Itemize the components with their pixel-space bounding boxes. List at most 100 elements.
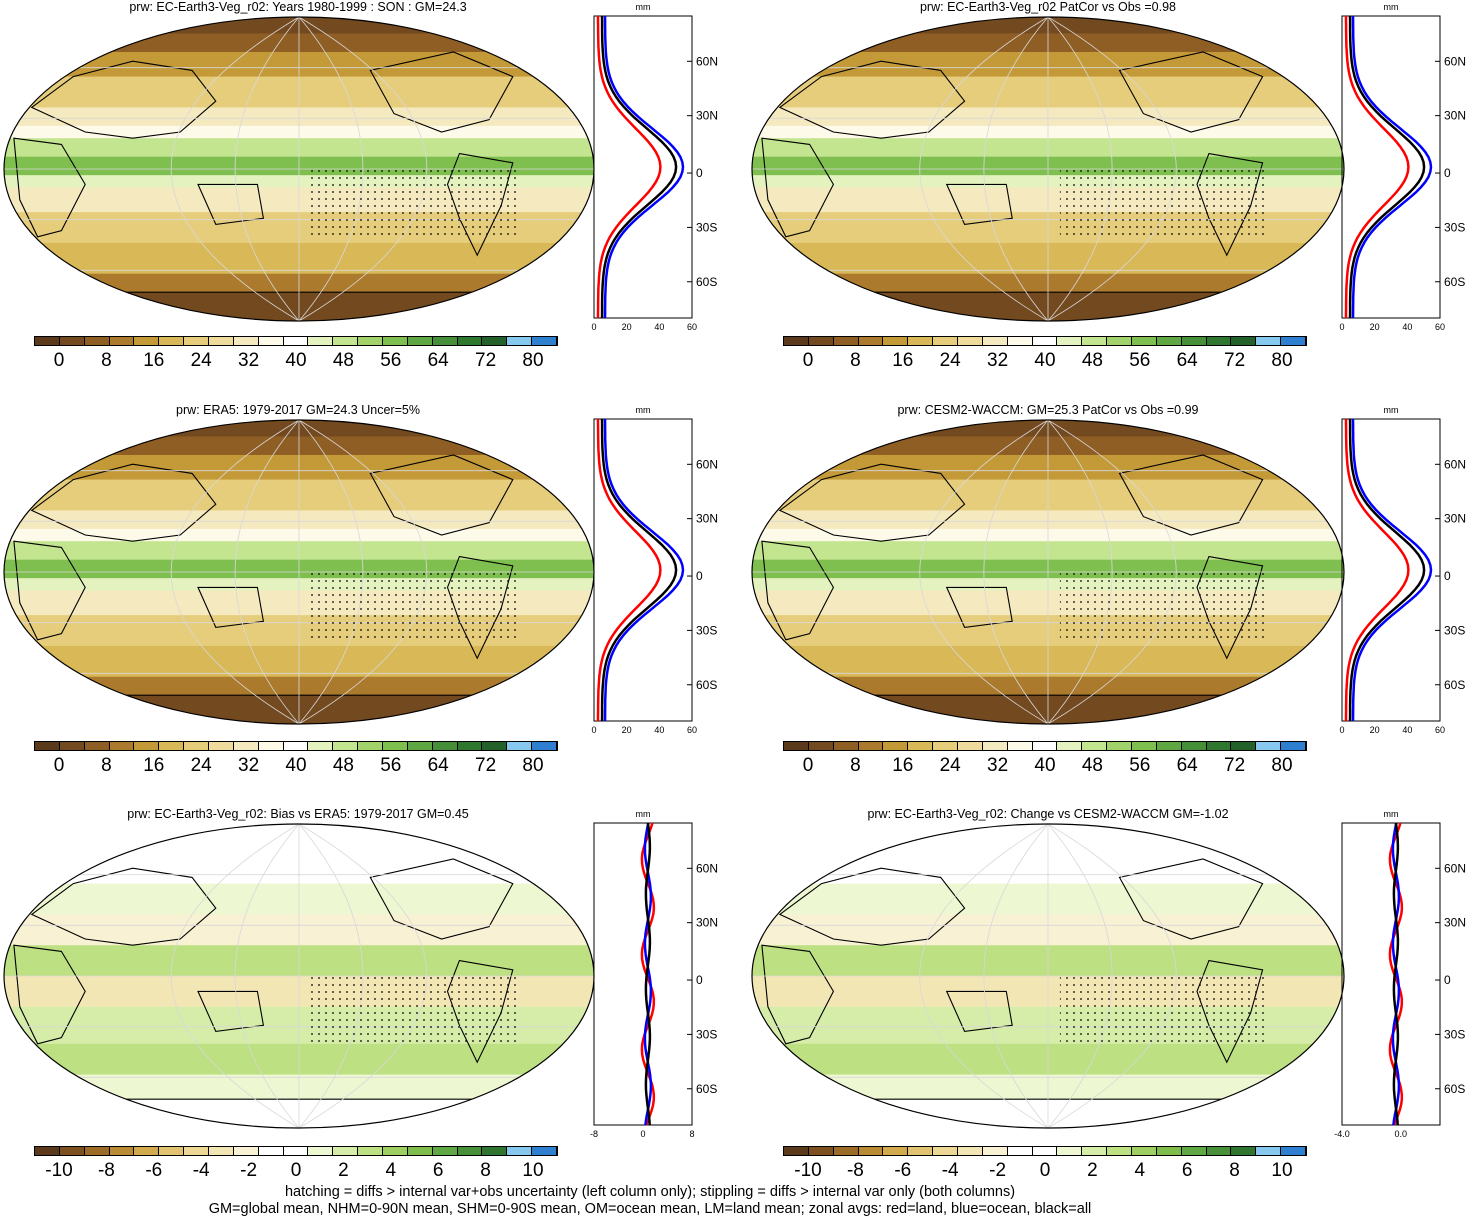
continent-outline [778,60,966,139]
colorbar-label: 24 [190,755,212,776]
zonal-x-label: 20 [1370,725,1380,735]
colorbar-label: 6 [1181,1160,1193,1181]
continent-outline [197,586,265,628]
zonal-lat-label: 60S [1444,275,1465,289]
zonal-lat-label: 60N [1444,861,1466,875]
colorbar-cell [1132,742,1157,750]
zonal-lat-label: 30N [1444,916,1466,930]
zonal-x-label: 40 [1402,322,1412,332]
colorbar-cell [457,1147,483,1155]
colorbar-label: 48 [332,755,354,776]
continent-outline [761,540,835,641]
colorbar-cell [184,1147,210,1155]
colorbar-label: -6 [894,1160,912,1181]
map-title: prw: EC-Earth3-Veg_r02: Change vs CESM2-… [867,807,1229,821]
colorbar-cell [184,337,210,345]
footer-line-2: GM=global mean, NHM=0-90N mean, SHM=0-90… [208,1201,1092,1217]
colorbar-label: 80 [522,755,544,776]
zonal-x-label: 40 [654,725,664,735]
colorbar-label: 10 [522,1160,544,1181]
zonal-all-line [644,822,652,1126]
zonal-frame [593,15,693,319]
zonal-ocean-line [1351,418,1433,722]
colorbar-cell [1256,337,1282,345]
zonal-ocean-line [603,418,685,722]
colorbar-cell [1281,337,1307,345]
colorbar-label: 2 [338,1160,349,1181]
map-title: prw: CESM2-WACCM: GM=25.3 PatCor vs Obs … [897,403,1199,417]
continent-outline [197,183,265,225]
graticule-meridian [983,17,1049,321]
zonal-lat-label: 0 [1444,973,1451,987]
continent-outline [13,137,86,238]
colorbar-cell [883,1147,909,1155]
colorbar-label: 72 [1224,755,1246,776]
colorbar-cell [507,1147,533,1155]
zonal-unit: mm [1384,405,1399,415]
colorbar-cell [1206,742,1232,750]
zonal-lat-label: 60N [696,54,718,68]
zonal-lat-label: 30S [1444,623,1465,637]
colorbar-cell [808,1147,834,1155]
colorbar-cell [1082,337,1108,345]
zonal-lat-label: 60N [1444,457,1466,471]
colorbar-label: 48 [1081,350,1103,371]
colorbar-label: 0 [53,350,65,371]
colorbar-cell [1132,1147,1157,1155]
zonal-mean-plot: mm 60N 30N 0 30S 60S -4.0 0.0 [1334,809,1466,1139]
colorbar-label: 40 [285,350,307,371]
colorbar-cell [209,742,234,750]
colorbar-cell [407,742,433,750]
colorbar-cell [308,337,334,345]
colorbar-cell [333,742,359,750]
colorbar-cell [383,742,408,750]
graticule-meridian [171,17,300,321]
colorbar-label: 80 [1271,755,1293,776]
colorbar-cell [958,337,983,345]
colorbar-label: 16 [892,350,914,371]
colorbar-label: 0 [53,755,65,776]
colorbar-cell [1156,742,1182,750]
colorbar-cell [482,742,508,750]
colorbar-label: 4 [385,1160,397,1181]
colorbar [34,1146,558,1156]
colorbar-label: 16 [143,755,165,776]
continent-outline [30,60,217,139]
map [751,419,1345,725]
colorbar-cell [407,1147,433,1155]
colorbar-cell [258,742,284,750]
zonal-lat-label: 60S [1444,678,1465,692]
colorbar-label: 24 [190,350,212,371]
colorbar-label: 32 [987,755,1009,776]
map-border [751,419,1345,725]
colorbar-cell [109,742,135,750]
colorbar-label: 64 [1176,755,1198,776]
continent-outline [13,540,86,641]
continent-outline [30,867,217,946]
graticule-meridian [234,420,300,724]
colorbar-cell [1181,1147,1207,1155]
colorbar-cell [283,1147,309,1155]
colorbar-cell [1231,1147,1257,1155]
colorbar-cell [358,742,384,750]
zonal-frame [1341,418,1441,722]
colorbar-cell [507,337,533,345]
colorbar-cell [883,742,909,750]
colorbar-label: 32 [238,755,260,776]
colorbar-cell [109,1147,135,1155]
continent-outline [13,944,86,1045]
colorbar-cell [1032,1147,1058,1155]
graticule-meridian [983,824,1049,1128]
colorbar-cell [1181,742,1207,750]
zonal-x-label: 0 [1339,725,1344,735]
colorbar-cell [908,742,934,750]
footer-legend: hatching = diffs > internal var+obs unce… [0,1184,1300,1218]
zonal-lat-label: 30N [696,916,718,930]
colorbar-label: 2 [1087,1160,1098,1181]
continent-outline [197,990,265,1032]
colorbar-cell [109,337,135,345]
colorbar-cell [933,742,959,750]
colorbar-cell [982,742,1008,750]
colorbar-cell [1032,337,1058,345]
colorbar-cell [159,337,185,345]
